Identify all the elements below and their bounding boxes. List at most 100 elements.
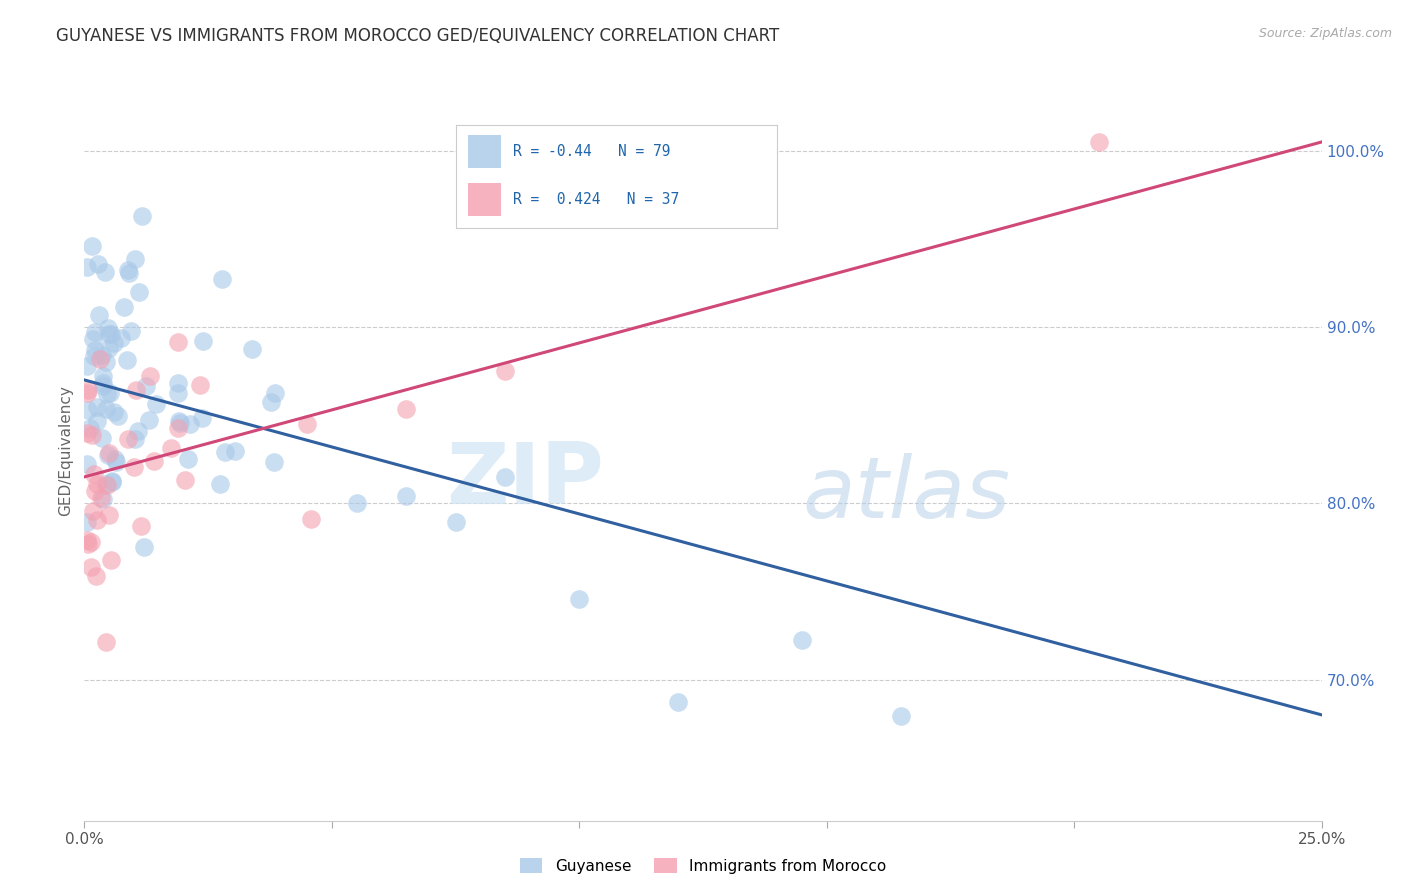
Point <box>120 324 142 338</box>
Point <box>1088 135 1111 149</box>
Point <box>97 341 120 355</box>
Point <box>98 385 121 400</box>
Point <box>131 519 153 533</box>
Point <box>134 379 156 393</box>
Point <box>82 332 104 346</box>
Point <box>91 376 114 391</box>
Point <box>83 325 105 339</box>
Point <box>94 265 117 279</box>
Point <box>134 541 156 555</box>
Point <box>173 473 195 487</box>
Point <box>98 446 121 460</box>
Point <box>167 376 190 390</box>
Point <box>94 476 117 491</box>
Point <box>91 431 114 445</box>
Point <box>224 444 246 458</box>
Point <box>346 495 368 509</box>
Point <box>139 369 162 384</box>
Point <box>568 592 591 607</box>
Point <box>494 470 516 484</box>
Point <box>494 364 516 378</box>
Point <box>100 553 122 567</box>
Point <box>263 455 285 469</box>
Point <box>96 355 118 369</box>
Point <box>94 401 117 416</box>
Point <box>211 271 233 285</box>
Point <box>190 410 212 425</box>
Point <box>79 421 101 435</box>
Point <box>89 491 111 505</box>
Point <box>166 421 188 435</box>
Point <box>124 252 146 266</box>
Point <box>890 709 912 723</box>
Point <box>96 478 118 492</box>
Point <box>84 569 107 583</box>
Point <box>83 349 105 363</box>
Point <box>118 266 141 280</box>
Point <box>395 489 418 503</box>
Point <box>131 210 153 224</box>
Point <box>96 387 118 401</box>
Point <box>77 537 100 551</box>
Point <box>76 426 98 441</box>
Point <box>142 454 165 468</box>
Point <box>240 342 263 356</box>
Point <box>104 455 127 469</box>
Point <box>76 533 98 547</box>
Point <box>89 351 111 366</box>
Point <box>128 285 150 299</box>
Point <box>77 383 100 397</box>
Point <box>160 442 183 456</box>
Point <box>124 432 146 446</box>
Point <box>80 535 103 549</box>
Point <box>191 334 214 348</box>
Text: GUYANESE VS IMMIGRANTS FROM MOROCCO GED/EQUIVALENCY CORRELATION CHART: GUYANESE VS IMMIGRANTS FROM MOROCCO GED/… <box>56 27 779 45</box>
Point <box>76 457 98 471</box>
Point <box>666 695 689 709</box>
Point <box>100 326 122 341</box>
Point <box>86 476 108 491</box>
Point <box>117 263 139 277</box>
Point <box>86 400 108 414</box>
Point <box>76 403 98 417</box>
Point <box>169 416 191 430</box>
Point <box>98 326 121 341</box>
Point <box>103 336 125 351</box>
Point <box>104 451 127 466</box>
Point <box>107 409 129 424</box>
Point <box>122 460 145 475</box>
Point <box>145 397 167 411</box>
Point <box>94 634 117 648</box>
Point <box>89 308 111 322</box>
Point <box>208 476 231 491</box>
Text: Source: ZipAtlas.com: Source: ZipAtlas.com <box>1258 27 1392 40</box>
Point <box>295 417 318 432</box>
Point <box>177 452 200 467</box>
Point <box>86 513 108 527</box>
Point <box>76 359 98 373</box>
Point <box>82 239 104 253</box>
Point <box>117 432 139 446</box>
Point <box>83 467 105 482</box>
Point <box>97 508 120 522</box>
Point <box>86 414 108 428</box>
Point <box>169 414 191 428</box>
Point <box>91 492 114 507</box>
Point <box>76 386 98 401</box>
Point <box>179 417 201 431</box>
Point <box>444 515 467 529</box>
Point <box>103 405 125 419</box>
Point <box>82 427 104 442</box>
Point <box>214 445 236 459</box>
Point <box>260 395 283 409</box>
Point <box>90 348 112 362</box>
Point <box>101 475 124 489</box>
Point <box>127 424 149 438</box>
Point <box>188 378 211 392</box>
Legend: Guyanese, Immigrants from Morocco: Guyanese, Immigrants from Morocco <box>513 852 893 880</box>
Point <box>166 334 188 349</box>
Point <box>790 633 813 648</box>
Point <box>110 331 132 345</box>
Point <box>167 385 190 400</box>
Point <box>112 300 135 314</box>
